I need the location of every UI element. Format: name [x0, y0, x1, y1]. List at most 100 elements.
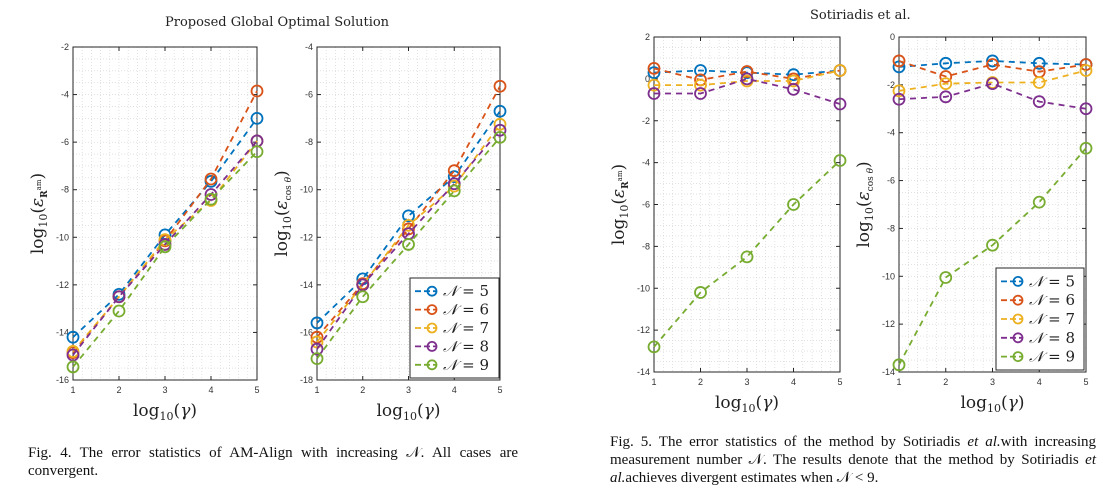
data-point: [66, 360, 80, 374]
series-line-N5: [898, 60, 1087, 68]
y-tick-label: -4: [305, 42, 313, 52]
x-tick-label: 3: [162, 385, 167, 395]
data-point: [1032, 56, 1046, 70]
chart-fig5-left: 1 2 3 4 5 -14 -12 -10 -8 -6 -4 -2 0 2 log10(γ) log10(εR…: [609, 32, 847, 415]
y-tick-label: -2: [642, 116, 650, 126]
data-point: [647, 66, 661, 79]
x-tick-label: 2: [116, 385, 121, 395]
x-tick-label: 3: [744, 377, 749, 387]
legend-marker: [426, 285, 438, 297]
data-point: [892, 358, 906, 372]
y-tick-label: -10: [637, 283, 650, 293]
y-tick-label: -4: [61, 90, 69, 100]
legend-label: 𝒩 = 9: [1029, 348, 1075, 366]
data-point: [787, 198, 800, 211]
y-tick-label: -16: [300, 327, 313, 337]
series-line-N9: [316, 136, 501, 360]
y-tick-label: 0: [645, 74, 650, 84]
data-point: [493, 104, 507, 118]
figure4-title: Proposed Global Optimal Solution: [165, 15, 390, 30]
y-tick-label: -16: [56, 375, 69, 385]
y-tick-label: -14: [300, 280, 313, 290]
data-point: [939, 70, 953, 83]
figure-charts: 1 2 3 4 5 -16 -14 -12 -10 -8 -6 -4 -2 log10(γ) log10(ε…: [28, 32, 1093, 420]
legend-label: 𝒩 = 9: [443, 356, 489, 374]
legend: 𝒩 = 5𝒩 = 6𝒩 = 7𝒩 = 8𝒩 = 9: [409, 277, 500, 379]
chart-fig4-right: 1 2 3 4 5 -18 -16 -14 -12 -10 -8 -6 -4 log10(γ) log10(…: [272, 42, 507, 420]
legend-label: 𝒩 = 5: [443, 282, 489, 300]
data-point: [356, 290, 370, 304]
data-point: [1079, 64, 1093, 77]
x-axis-label: log10(γ): [715, 393, 779, 415]
x-axis-label: log10(γ): [376, 401, 440, 420]
data-point: [402, 218, 415, 232]
legend-marker: [1012, 294, 1024, 306]
data-point: [1079, 102, 1093, 116]
legend-label: 𝒩 = 7: [443, 319, 489, 337]
figure5-caption: Fig. 5. The error statistics of the meth…: [610, 433, 1096, 487]
data-point: [158, 240, 172, 254]
data-point: [986, 58, 999, 71]
data-point: [493, 117, 507, 131]
figure5-caption-part-b: et al.: [967, 434, 1001, 450]
data-point: [892, 84, 906, 98]
data-point: [647, 78, 661, 92]
x-tick-label: 3: [406, 385, 411, 395]
series-line-N9: [72, 151, 258, 368]
legend-marker: [1012, 275, 1024, 287]
data-point: [986, 238, 999, 252]
x-tick-label: 2: [360, 385, 365, 395]
data-point: [647, 87, 661, 100]
data-point: [310, 316, 324, 330]
x-tick-label: 5: [837, 377, 842, 387]
y-tick-label: -18: [300, 375, 313, 385]
data-point: [740, 250, 754, 264]
y-tick-label: -6: [887, 176, 895, 186]
series-line-N8: [72, 140, 258, 356]
x-tick-label: 4: [452, 385, 457, 395]
data-point: [402, 209, 415, 223]
data-point: [112, 304, 126, 318]
data-point: [1079, 141, 1093, 155]
data-point: [310, 352, 324, 365]
data-point: [250, 111, 264, 125]
y-tick-label: -4: [642, 158, 650, 168]
y-tick-label: -2: [61, 42, 69, 52]
x-tick-label: 4: [1037, 377, 1042, 387]
data-point: [787, 74, 800, 88]
y-tick-label: -6: [305, 90, 313, 100]
legend-label: 𝒩 = 5: [1029, 272, 1075, 290]
data-point: [939, 56, 953, 70]
series-line-N7: [898, 69, 1087, 92]
y-tick-label: -14: [56, 327, 69, 337]
data-point: [1032, 95, 1046, 109]
data-point: [740, 65, 754, 78]
series-line-N6: [653, 67, 841, 81]
data-point: [66, 345, 80, 358]
data-point: [493, 130, 507, 144]
y-axis-label: log10(εRam): [28, 173, 50, 254]
y-tick-label: -8: [305, 137, 313, 147]
y-tick-label: -6: [61, 137, 69, 147]
legend-marker: [1012, 351, 1024, 363]
y-tick-label: -10: [56, 232, 69, 242]
figure5-caption-part-d: et al.: [610, 452, 1096, 486]
data-point: [986, 77, 999, 91]
y-tick-label: -12: [56, 280, 69, 290]
x-tick-label: 5: [254, 385, 259, 395]
data-point: [833, 64, 847, 77]
legend-label: 𝒩 = 6: [1029, 291, 1075, 309]
series-line-N8: [654, 77, 841, 105]
figure4-caption: Fig. 4. The error statistics of AM-Align…: [28, 445, 518, 479]
data-point: [892, 54, 906, 68]
data-point: [694, 87, 707, 100]
data-point: [694, 64, 707, 77]
legend-marker: [1012, 332, 1024, 344]
x-tick-label: 4: [791, 377, 796, 387]
x-tick-label: 1: [70, 385, 75, 395]
legend-label: 𝒩 = 6: [443, 301, 489, 319]
x-tick-label: 4: [208, 385, 213, 395]
data-point: [939, 271, 953, 284]
data-point: [833, 154, 847, 167]
y-tick-label: -2: [887, 80, 895, 90]
